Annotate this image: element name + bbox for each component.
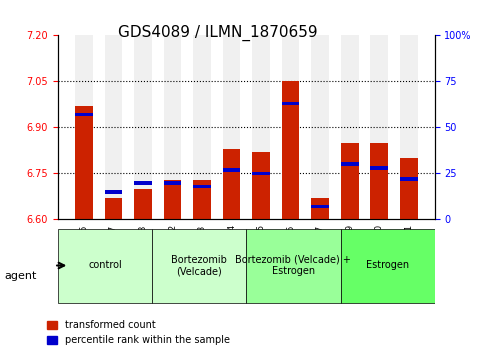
Bar — [252, 152, 270, 219]
Bar — [311, 35, 329, 219]
Bar — [282, 35, 299, 219]
Text: GDS4089 / ILMN_1870659: GDS4089 / ILMN_1870659 — [117, 25, 317, 41]
Bar — [311, 205, 329, 209]
Bar — [75, 113, 93, 116]
Text: Estrogen: Estrogen — [366, 261, 409, 270]
Bar — [341, 143, 358, 219]
Bar — [400, 158, 418, 219]
Bar — [164, 181, 182, 184]
Bar — [193, 179, 211, 219]
Bar — [400, 177, 418, 181]
Bar — [75, 35, 93, 219]
Legend: transformed count, percentile rank within the sample: transformed count, percentile rank withi… — [43, 316, 234, 349]
Text: Bortezomib (Velcade) +
Estrogen: Bortezomib (Velcade) + Estrogen — [236, 255, 351, 276]
Bar — [370, 166, 388, 170]
FancyBboxPatch shape — [341, 229, 435, 303]
FancyBboxPatch shape — [58, 229, 152, 303]
Bar — [223, 35, 241, 219]
FancyBboxPatch shape — [246, 229, 341, 303]
Bar — [370, 143, 388, 219]
Bar — [252, 35, 270, 219]
Bar — [134, 189, 152, 219]
Bar — [164, 35, 182, 219]
Bar — [193, 184, 211, 188]
Bar — [400, 35, 418, 219]
Bar — [223, 168, 241, 172]
Bar — [252, 172, 270, 175]
Bar — [282, 102, 299, 105]
Text: agent: agent — [5, 271, 37, 281]
Bar — [105, 198, 122, 219]
Bar — [341, 35, 358, 219]
Bar — [134, 181, 152, 184]
Bar — [75, 106, 93, 219]
Bar — [105, 190, 122, 194]
Bar — [164, 179, 182, 219]
Bar — [134, 35, 152, 219]
Bar — [282, 81, 299, 219]
Bar — [193, 35, 211, 219]
Bar — [223, 149, 241, 219]
Bar — [311, 198, 329, 219]
FancyBboxPatch shape — [152, 229, 246, 303]
Text: Bortezomib
(Velcade): Bortezomib (Velcade) — [171, 255, 227, 276]
Bar — [341, 162, 358, 166]
Text: control: control — [88, 261, 122, 270]
Bar — [370, 35, 388, 219]
Bar — [105, 35, 122, 219]
